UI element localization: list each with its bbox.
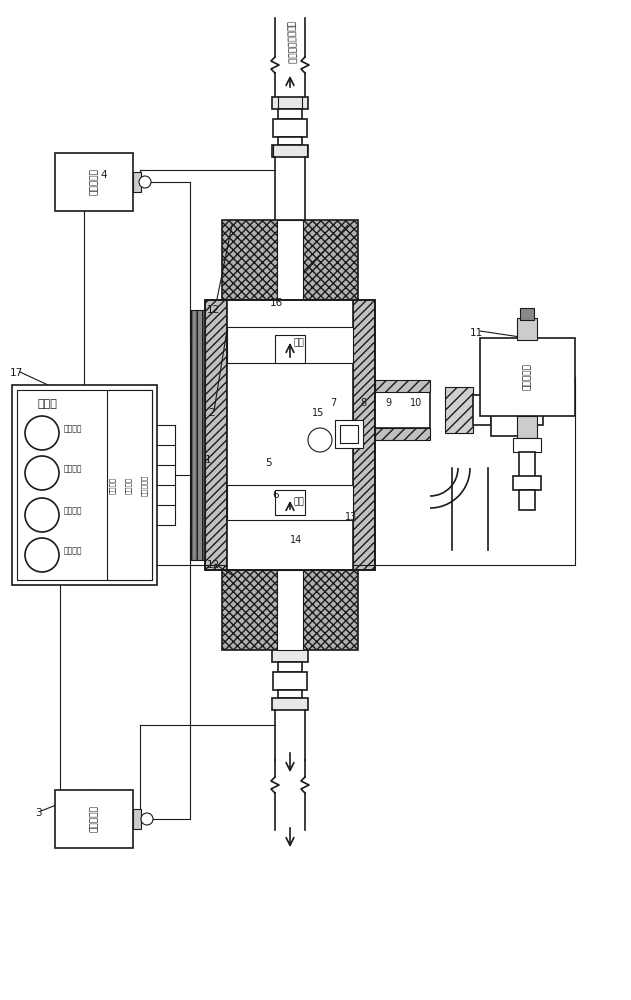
Bar bbox=[227, 485, 353, 520]
Text: 进出水阀: 进出水阀 bbox=[64, 506, 83, 516]
Bar bbox=[375, 428, 430, 440]
Bar bbox=[275, 490, 305, 515]
Bar bbox=[55, 153, 133, 211]
Bar bbox=[445, 387, 473, 433]
Text: 10: 10 bbox=[410, 398, 422, 408]
Bar bbox=[491, 384, 521, 436]
Text: 13: 13 bbox=[345, 512, 357, 522]
Bar bbox=[273, 672, 307, 690]
Bar bbox=[133, 172, 141, 192]
Bar bbox=[340, 425, 358, 443]
Bar bbox=[277, 570, 303, 650]
Text: 出水: 出水 bbox=[294, 338, 305, 348]
Text: 8: 8 bbox=[360, 398, 366, 408]
Text: 17: 17 bbox=[10, 368, 23, 378]
Text: 2: 2 bbox=[208, 408, 215, 418]
Circle shape bbox=[25, 416, 59, 450]
Circle shape bbox=[308, 428, 332, 452]
Text: 排放水阀: 排放水阀 bbox=[64, 546, 83, 556]
Bar bbox=[517, 318, 537, 340]
Bar bbox=[227, 327, 353, 363]
Bar bbox=[473, 395, 491, 425]
Bar bbox=[272, 145, 308, 157]
Text: 出水电磁阀: 出水电磁阀 bbox=[90, 169, 98, 195]
Circle shape bbox=[25, 538, 59, 572]
Text: 5: 5 bbox=[265, 458, 271, 468]
Text: 自动冲洗: 自动冲洗 bbox=[64, 424, 83, 434]
Bar bbox=[133, 809, 141, 829]
Text: 排放电磁阀: 排放电磁阀 bbox=[522, 364, 531, 390]
Text: 控制器: 控制器 bbox=[37, 399, 57, 409]
Bar bbox=[273, 119, 307, 137]
Text: 6: 6 bbox=[272, 490, 279, 500]
Text: 4: 4 bbox=[100, 170, 107, 180]
Bar bbox=[353, 300, 375, 570]
Bar bbox=[375, 392, 430, 428]
Circle shape bbox=[141, 813, 153, 825]
Bar bbox=[17, 390, 152, 580]
Text: 16: 16 bbox=[270, 298, 283, 308]
Text: 3: 3 bbox=[35, 808, 42, 818]
Text: 15: 15 bbox=[312, 408, 324, 418]
Text: 手动试验: 手动试验 bbox=[125, 477, 131, 493]
Text: 进水电磁阀: 进水电磁阀 bbox=[90, 806, 98, 832]
Bar bbox=[278, 690, 302, 698]
Bar bbox=[222, 570, 358, 650]
Bar bbox=[205, 300, 227, 570]
Text: 9: 9 bbox=[385, 398, 391, 408]
Bar bbox=[205, 300, 375, 570]
Bar bbox=[517, 416, 537, 438]
Circle shape bbox=[25, 456, 59, 490]
Bar bbox=[513, 438, 541, 452]
Bar bbox=[227, 300, 353, 570]
Bar bbox=[375, 380, 430, 392]
Bar bbox=[520, 308, 534, 320]
Bar bbox=[278, 662, 302, 672]
Text: 循环加热介质水管: 循环加热介质水管 bbox=[285, 20, 295, 64]
Bar bbox=[272, 97, 308, 109]
Text: 12: 12 bbox=[207, 305, 220, 315]
Bar bbox=[275, 335, 305, 363]
Bar bbox=[277, 220, 303, 300]
Bar bbox=[272, 698, 308, 710]
Bar bbox=[335, 420, 363, 448]
Bar bbox=[519, 490, 535, 510]
Bar bbox=[480, 338, 575, 416]
Bar bbox=[55, 790, 133, 848]
Text: 手动试验: 手动试验 bbox=[64, 464, 83, 474]
Bar bbox=[190, 310, 205, 560]
Bar bbox=[278, 109, 302, 119]
Bar bbox=[519, 452, 535, 482]
Bar bbox=[521, 395, 543, 425]
Text: 12: 12 bbox=[207, 560, 220, 570]
Bar bbox=[107, 390, 152, 580]
Text: 1: 1 bbox=[205, 455, 211, 465]
Circle shape bbox=[139, 176, 151, 188]
Bar bbox=[12, 385, 157, 585]
Bar bbox=[222, 220, 358, 300]
Circle shape bbox=[25, 498, 59, 532]
Text: 11: 11 bbox=[470, 328, 483, 338]
Text: 14: 14 bbox=[290, 535, 302, 545]
Text: 7: 7 bbox=[330, 398, 336, 408]
Bar bbox=[272, 650, 308, 662]
Bar bbox=[278, 137, 302, 145]
Text: 状态指示灯: 状态指示灯 bbox=[141, 474, 147, 496]
Text: 进水: 进水 bbox=[294, 497, 305, 506]
Text: 手动开关: 手动开关 bbox=[109, 477, 115, 493]
Bar bbox=[513, 476, 541, 490]
